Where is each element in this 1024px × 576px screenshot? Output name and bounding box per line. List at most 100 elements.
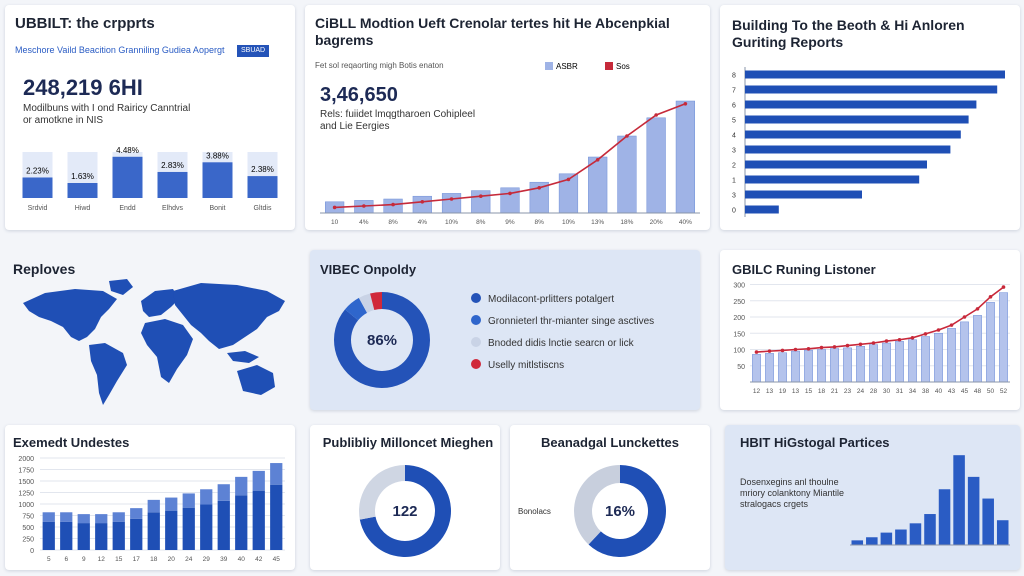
bar-segment: [112, 512, 125, 522]
x-tick-label: 18: [818, 388, 826, 395]
point: [767, 349, 772, 353]
bar-segment: [182, 493, 195, 508]
bar: [441, 193, 462, 214]
bar-segment: [200, 504, 213, 550]
x-tick-label: 9%: [505, 219, 515, 226]
x-tick-label: 52: [1000, 388, 1008, 395]
point: [625, 134, 629, 138]
x-tick-label: 18: [150, 556, 158, 563]
x-tick-label: 50: [987, 388, 995, 395]
bar: [752, 354, 761, 383]
x-tick-label: 5: [47, 556, 51, 563]
panel: UBBILT: the crpprts Meschore Vaild Beacit…: [5, 5, 295, 230]
bar: [921, 336, 930, 383]
point: [391, 202, 395, 207]
panel: HBIT HiGstogal Partices Dosenxegins anl t…: [725, 425, 1020, 570]
bar: [778, 352, 787, 383]
value-label: 1.63%: [71, 172, 94, 181]
bar-segment: [217, 484, 230, 501]
y-tick-label: 8: [732, 73, 736, 80]
bar-segment: [217, 500, 230, 550]
world-map: [23, 279, 285, 405]
bar: [817, 349, 826, 383]
greenland: [109, 279, 133, 295]
x-tick-label: 21: [831, 388, 839, 395]
bar: [745, 115, 969, 124]
point: [871, 341, 876, 345]
bar: [843, 347, 852, 383]
x-tick-label: Elhdvs: [162, 205, 184, 212]
legend-label: Sos: [616, 62, 630, 71]
bar: [745, 70, 1005, 79]
x-tick-label: 24: [857, 388, 865, 395]
bar: [675, 100, 695, 214]
bar: [882, 342, 891, 383]
bar: [745, 85, 998, 94]
point: [654, 113, 658, 117]
legend-label: Bnoded didis lnctie searcn or lick: [488, 338, 635, 349]
x-tick-label: 42: [255, 556, 263, 563]
x-tick-label: 4%: [359, 219, 369, 226]
bar-segment: [182, 507, 195, 550]
bar: [908, 339, 917, 383]
point: [420, 200, 425, 204]
bar: [67, 183, 98, 198]
x-tick-label: 40%: [679, 219, 692, 226]
panel: Reploves: [5, 245, 295, 410]
bar: [247, 176, 278, 198]
africa: [141, 319, 193, 383]
x-tick-label: 8%: [388, 219, 398, 226]
south-america: [89, 343, 127, 405]
y-tick-label: 3: [732, 148, 736, 155]
bar-segment: [165, 497, 178, 511]
x-tick-label: 29: [203, 556, 211, 563]
point: [819, 345, 824, 350]
x-tick-label: 9: [82, 556, 86, 563]
asia: [173, 283, 285, 349]
point: [1001, 285, 1006, 289]
point: [683, 102, 688, 106]
bar: [830, 348, 839, 383]
bar-segment: [112, 521, 125, 550]
x-tick-label: Srdvid: [28, 205, 48, 212]
center-label: 122: [392, 503, 417, 520]
pie-segment: [588, 465, 666, 557]
legend-label: Modilacont-prlitters potalgert: [488, 294, 614, 305]
y-tick-label: 1500: [18, 479, 34, 486]
x-tick-label: 20: [168, 556, 176, 563]
x-tick-label: 8%: [476, 219, 486, 226]
bar-segment: [95, 523, 108, 550]
chart-area: 8 7 6 5 4 3 2 1 3 0: [732, 67, 1005, 217]
y-tick-label: 0: [30, 548, 34, 555]
y-tick-label: 750: [22, 514, 34, 521]
histogram-bar: [996, 520, 1009, 545]
subtitle: Fet sol reqaorting migh Botis enaton: [315, 61, 444, 70]
panel-title: HBIT HiGstogal Partices: [740, 435, 890, 450]
x-tick-label: 48: [974, 388, 982, 395]
chart-area: 16% Bonolacs: [518, 465, 666, 557]
panel-title: Exemedt Undestes: [13, 435, 130, 450]
bar: [112, 156, 143, 198]
histogram-bar: [880, 532, 893, 545]
bar: [791, 350, 800, 383]
bar-segment: [252, 470, 265, 491]
legend-label: Gronnieterl thr-mianter singe asctives: [488, 316, 654, 327]
x-tick-label: 45: [273, 556, 281, 563]
y-tick-label: 200: [733, 315, 745, 322]
pie-segment: [370, 292, 382, 310]
y-tick-label: 50: [737, 364, 745, 371]
x-tick-label: 10: [331, 219, 339, 226]
x-tick-label: 13: [792, 388, 800, 395]
point: [478, 194, 483, 198]
bar-segment: [270, 463, 283, 485]
bar-segment: [42, 512, 55, 522]
pie-segment: [358, 293, 375, 313]
point: [508, 191, 512, 196]
bar: [646, 117, 666, 214]
bar-segment: [147, 499, 160, 513]
point: [793, 347, 798, 352]
bar: [804, 349, 813, 383]
point: [858, 342, 863, 347]
continents: [23, 279, 285, 405]
bar-segment: [95, 514, 108, 524]
